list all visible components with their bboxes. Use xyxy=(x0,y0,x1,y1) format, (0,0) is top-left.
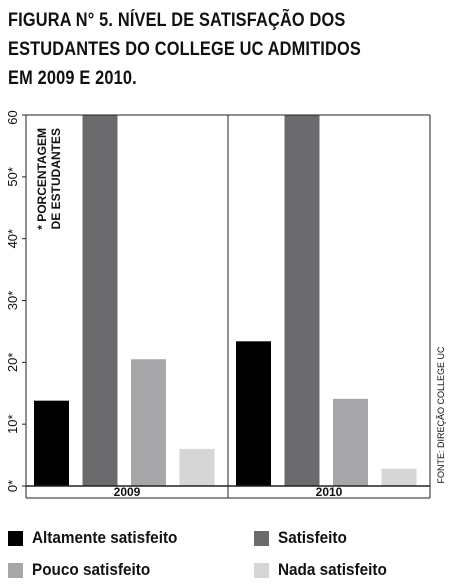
legend-swatch xyxy=(8,562,23,578)
plot-frame xyxy=(25,114,431,499)
y-tick-label: 40* xyxy=(5,229,20,249)
x-axis-labels: 2009 2010 xyxy=(114,485,343,499)
bar-2010-altamente-satisfeito xyxy=(236,341,271,486)
legend-label: Altamente satisfeito xyxy=(32,528,178,547)
legend-item-nada-satisfeito: Nada satisfeito xyxy=(254,558,399,582)
chart-title: FIGURA N° 5. NÍVEL DE SATISFAÇÃO DOS EST… xyxy=(8,6,378,93)
bar-chart: 0* 10* 20* 30* 40* 50* 60* * PORCENTAGEM DE ES… xyxy=(5,110,446,499)
source-note: FONTE: DIREÇÃO COLLEGE UC xyxy=(436,346,446,484)
bar-2009-satisfeito xyxy=(82,115,118,486)
y-tick-label: 10* xyxy=(5,414,20,434)
legend-label: Nada satisfeito xyxy=(278,560,387,579)
legend-item-satisfeito: Satisfeito xyxy=(254,526,355,550)
y-axis-label-line-1: * PORCENTAGEM xyxy=(35,128,49,230)
x-label-2009: 2009 xyxy=(114,485,141,499)
chart-title-line-1: FIGURA N° 5. NÍVEL DE SATISFAÇÃO DOS xyxy=(8,10,346,31)
legend-label: Satisfeito xyxy=(278,528,347,547)
legend-item-altamente-satisfeito: Altamente satisfeito xyxy=(8,526,194,550)
y-tick-label: 30* xyxy=(5,291,20,311)
legend-swatch xyxy=(254,530,269,546)
y-tick-label: 50* xyxy=(5,167,20,187)
chart-title-line-3: EM 2009 E 2010. xyxy=(8,68,137,89)
legend: Altamente satisfeito Satisfeito Pouco sa… xyxy=(8,526,448,582)
legend-swatch xyxy=(8,530,23,546)
bar-2010-nada-satisfeito xyxy=(381,468,417,486)
bar-2010-pouco-satisfeito xyxy=(333,398,368,486)
bar-2009-nada-satisfeito xyxy=(179,448,215,486)
y-tick-label: 0* xyxy=(5,480,20,492)
bars xyxy=(34,115,417,486)
bar-2009-altamente-satisfeito xyxy=(34,400,69,486)
y-axis-ticks: 0* 10* 20* 30* 40* 50* 60* xyxy=(5,110,26,492)
y-tick-label: 20* xyxy=(5,353,20,373)
legend-item-pouco-satisfeito: Pouco satisfeito xyxy=(8,558,163,582)
bar-2010-satisfeito xyxy=(284,115,320,486)
chart-title-line-2: ESTUDANTES DO COLLEGE UC ADMITIDOS xyxy=(8,39,361,60)
legend-swatch xyxy=(254,562,269,578)
legend-label: Pouco satisfeito xyxy=(32,560,151,579)
bar-2009-pouco-satisfeito xyxy=(131,359,166,486)
y-tick-label: 60* xyxy=(5,110,20,125)
y-axis-label-line-2: DE ESTUDANTES xyxy=(49,128,63,229)
x-label-2010: 2010 xyxy=(316,485,343,499)
